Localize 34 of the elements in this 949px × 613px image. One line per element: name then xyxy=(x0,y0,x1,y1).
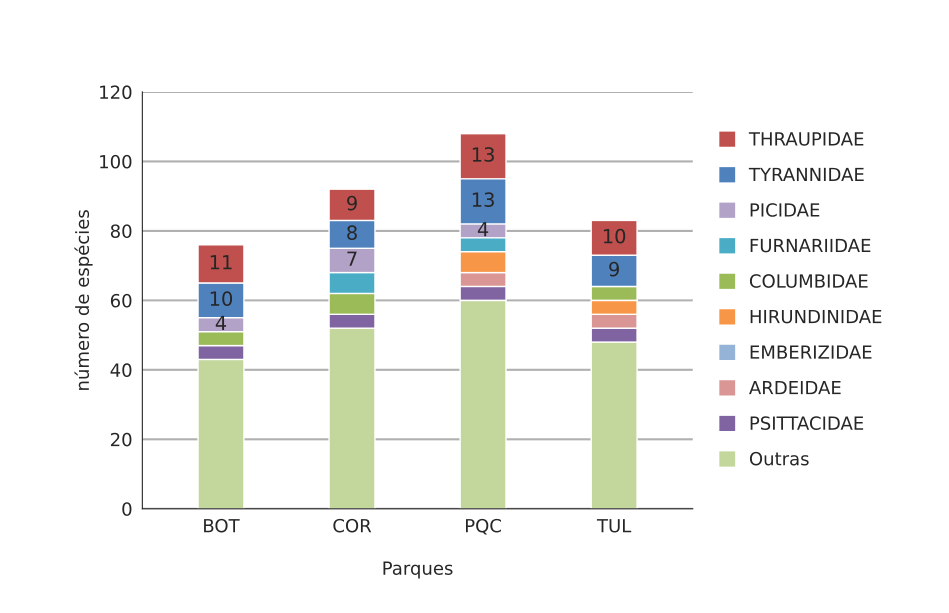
data-label: 8 xyxy=(347,225,357,240)
data-label: 9 xyxy=(347,196,357,210)
legend-label: PICIDAE xyxy=(750,203,820,217)
legend-label: FURNARIIDAE xyxy=(750,238,870,252)
data-label: 13 xyxy=(472,192,494,208)
x-tick-label: PQC xyxy=(466,518,501,535)
legend-label: EMBERIZIDAE xyxy=(750,345,872,359)
y-tick-label: 80 xyxy=(110,224,132,238)
legend-label: PSITTACIDAE xyxy=(750,416,864,430)
legend-label: HIRUNDINIDAE xyxy=(750,310,882,324)
y-tick-label: 20 xyxy=(110,432,132,446)
y-axis-title: número de espécies xyxy=(74,210,93,390)
data-label: 9 xyxy=(609,262,619,276)
y-tick-label: 120 xyxy=(100,85,132,100)
x-tick-label: COR xyxy=(333,518,372,532)
y-tick-label: 40 xyxy=(110,363,132,377)
y-tick-label: 60 xyxy=(110,294,132,308)
legend-label: COLUMBIDAE xyxy=(750,274,868,288)
legend-label: TYRANNIDAE xyxy=(748,168,864,181)
data-label: 10 xyxy=(210,291,232,306)
x-tick-label: BOT xyxy=(204,518,240,532)
data-label: 13 xyxy=(472,147,494,162)
legend-label: ARDEIDAE xyxy=(749,381,841,394)
data-label: 7 xyxy=(347,252,357,266)
data-label: 10 xyxy=(604,228,626,244)
y-tick-label: 0 xyxy=(122,502,132,516)
x-tick-label: TUL xyxy=(596,519,632,532)
legend-label: Outras xyxy=(750,452,809,466)
x-axis-title: Parques xyxy=(384,562,453,578)
data-label: 11 xyxy=(210,255,232,270)
data-label: 4 xyxy=(216,316,226,330)
legend-label: THRAUPIDAE xyxy=(748,132,864,146)
data-label: 4 xyxy=(478,222,488,236)
y-tick-label: 100 xyxy=(100,154,132,169)
